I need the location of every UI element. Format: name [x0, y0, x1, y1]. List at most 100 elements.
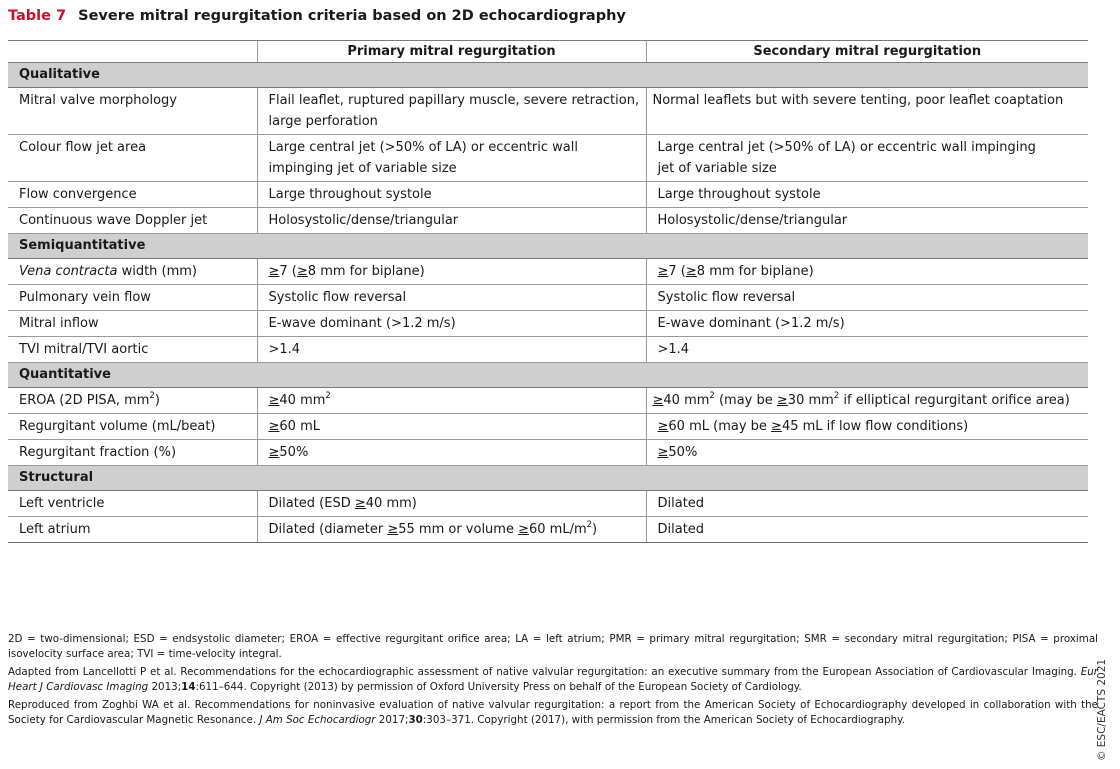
criteria-table: Primary mitral regurgitation Secondary m…: [8, 40, 1088, 543]
ge-symbol: ≥: [771, 419, 782, 434]
table-row: Mitral valve morphology Flail leaflet, r…: [8, 87, 1088, 135]
source-note-2: Reproduced from Zoghbi WA et al. Recomme…: [8, 698, 1098, 728]
cell-text: EROA (2D PISA, mm: [19, 393, 150, 408]
row-label: TVI mitral/TVI aortic: [8, 336, 257, 363]
ge-symbol: ≥: [657, 264, 669, 279]
table-title-text: Severe mitral regurgitation criteria bas…: [78, 8, 626, 24]
ge-symbol: ≥: [354, 496, 366, 511]
primary-cell: E-wave dominant (>1.2 m/s): [256, 310, 647, 337]
row-label: Mitral valve morphology: [8, 87, 257, 135]
row-label: Vena contracta width (mm): [8, 258, 257, 285]
table-row: EROA (2D PISA, mm2) ≥40 mm2 ≥40 mm2 (may…: [8, 387, 1088, 414]
superscript: 2: [325, 390, 331, 401]
primary-cell: Dilated (diameter ≥55 mm or volume ≥60 m…: [256, 516, 647, 543]
section-row-quantitative: Quantitative: [8, 362, 1088, 388]
header-primary: Primary mitral regurgitation: [256, 40, 647, 63]
section-row-qualitative: Qualitative: [8, 62, 1088, 88]
cell-text: 60 mL (may be: [668, 419, 772, 434]
table-row: Mitral inflow E-wave dominant (>1.2 m/s)…: [8, 310, 1088, 337]
secondary-cell: E-wave dominant (>1.2 m/s): [646, 310, 1088, 337]
ge-symbol: ≥: [652, 393, 664, 408]
ge-symbol: ≥: [268, 419, 280, 434]
section-label: Structural: [8, 465, 1088, 491]
ge-symbol: ≥: [296, 264, 308, 279]
primary-cell: Large throughout systole: [256, 181, 647, 208]
table-title: Table 7 Severe mitral regurgitation crite…: [8, 5, 626, 27]
journal-volume: 30: [408, 714, 423, 726]
cell-text: 50%: [279, 445, 309, 460]
journal-name: Eur Heart J Cardiovasc Imaging: [8, 666, 1098, 693]
journal-volume: 14: [181, 681, 196, 693]
section-label: Quantitative: [8, 362, 1088, 388]
secondary-cell: ≥50%: [646, 439, 1088, 466]
table-row: Left atrium Dilated (diameter ≥55 mm or …: [8, 516, 1088, 543]
row-label: Regurgitant fraction (%): [8, 439, 257, 466]
row-label: Colour flow jet area: [8, 134, 257, 182]
table-row: TVI mitral/TVI aortic >1.4 >1.4: [8, 336, 1088, 363]
cell-text: 7 (: [279, 264, 297, 279]
section-row-structural: Structural: [8, 465, 1088, 491]
primary-cell: Flail leaflet, ruptured papillary muscle…: [256, 87, 647, 135]
ge-symbol: ≥: [268, 264, 280, 279]
secondary-cell: Large throughout systole: [646, 181, 1088, 208]
primary-cell: Large central jet (>50% of LA) or eccent…: [256, 134, 647, 182]
superscript: 2: [149, 390, 155, 401]
superscript: 2: [709, 390, 715, 401]
ge-symbol: ≥: [776, 393, 788, 408]
secondary-cell: ≥7 (≥8 mm for biplane): [646, 258, 1088, 285]
table-row: Pulmonary vein flow Systolic flow revers…: [8, 284, 1088, 311]
ge-symbol: ≥: [518, 522, 529, 537]
row-label: Pulmonary vein flow: [8, 284, 257, 311]
secondary-cell: Holosystolic/dense/triangular: [646, 207, 1088, 234]
table-footnotes: 2D = two-dimensional; ESD = endsystolic …: [8, 632, 1098, 731]
primary-cell: Systolic flow reversal: [256, 284, 647, 311]
note-text: 2013;: [148, 681, 182, 693]
cell-text: ): [592, 522, 598, 537]
ge-symbol: ≥: [657, 445, 669, 460]
row-label: Continuous wave Doppler jet: [8, 207, 257, 234]
cell-text: 55 mm or volume: [398, 522, 519, 537]
table-row: Continuous wave Doppler jet Holosystolic…: [8, 207, 1088, 234]
secondary-cell: Large central jet (>50% of LA) or eccent…: [646, 134, 1088, 182]
row-label: Left atrium: [8, 516, 257, 543]
cell-text: if elliptical regurgitant orifice area): [839, 393, 1070, 408]
secondary-cell: Dilated: [646, 490, 1088, 517]
row-label-italic: Vena contracta: [19, 264, 118, 279]
secondary-cell: Dilated: [646, 516, 1088, 543]
section-label: Semiquantitative: [8, 233, 1088, 259]
ge-symbol: ≥: [685, 264, 697, 279]
cell-text: 45 mL if low flow conditions): [781, 419, 969, 434]
secondary-cell: Systolic flow reversal: [646, 284, 1088, 311]
table-header-row: Primary mitral regurgitation Secondary m…: [8, 40, 1088, 63]
secondary-cell: ≥40 mm2 (may be ≥30 mm2 if elliptical re…: [646, 387, 1088, 414]
note-text: :303–371. Copyright (2017), with permiss…: [422, 714, 906, 726]
primary-cell: ≥50%: [256, 439, 647, 466]
row-label: Mitral inflow: [8, 310, 257, 337]
table-row: Flow convergence Large throughout systol…: [8, 181, 1088, 208]
ge-symbol: ≥: [657, 419, 669, 434]
ge-symbol: ≥: [268, 393, 280, 408]
header-secondary: Secondary mitral regurgitation: [646, 40, 1088, 63]
ge-symbol: ≥: [268, 445, 280, 460]
primary-cell: Dilated (ESD ≥40 mm): [256, 490, 647, 517]
table-row: Vena contracta width (mm) ≥7 (≥8 mm for …: [8, 258, 1088, 285]
primary-cell: ≥40 mm2: [256, 387, 647, 414]
row-label: EROA (2D PISA, mm2): [8, 387, 257, 414]
row-label: Regurgitant volume (mL/beat): [8, 413, 257, 440]
cell-text: Dilated (ESD: [268, 496, 355, 511]
note-text: 2017;: [375, 714, 409, 726]
table-row: Colour flow jet area Large central jet (…: [8, 134, 1088, 182]
cell-text: Dilated (diameter: [268, 522, 388, 537]
primary-cell: ≥60 mL: [256, 413, 647, 440]
section-label: Qualitative: [8, 62, 1088, 88]
row-label-rest: width (mm): [117, 264, 198, 279]
header-blank-cell: [8, 40, 257, 63]
cell-text: 40 mm): [365, 496, 417, 511]
secondary-cell: ≥60 mL (may be ≥45 mL if low flow condit…: [646, 413, 1088, 440]
cell-text: 60 mL/m: [529, 522, 587, 537]
note-text: Reproduced from Zoghbi WA et al. Recomme…: [8, 699, 1098, 726]
primary-cell: Holosystolic/dense/triangular: [256, 207, 647, 234]
cell-text: (may be: [714, 393, 777, 408]
secondary-cell: Normal leaflets but with severe tenting,…: [646, 87, 1088, 135]
